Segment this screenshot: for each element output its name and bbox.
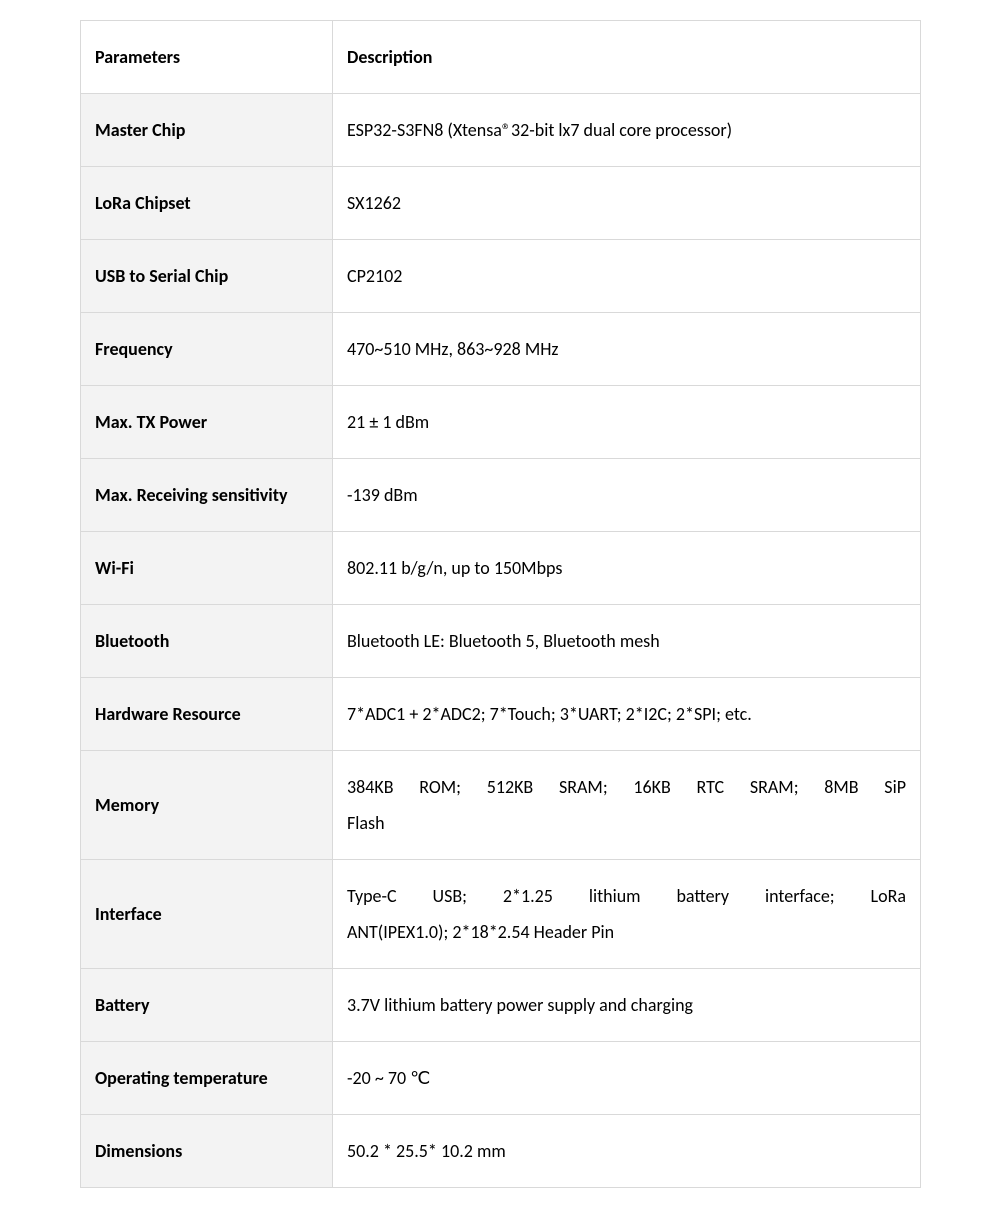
- param-cell: Max. TX Power: [81, 386, 333, 459]
- table-row: USB to Serial ChipCP2102: [81, 240, 921, 313]
- desc-cell: ESP32-S3FN8 (Xtensa®32-bit lx7 dual core…: [333, 94, 921, 167]
- header-description: Description: [333, 21, 921, 94]
- param-cell: Dimensions: [81, 1115, 333, 1188]
- table-row: Operating temperature-20 ~ 70 ℃: [81, 1042, 921, 1115]
- desc-text: 384KB ROM; 512KB SRAM; 16KB RTC SRAM; 8M…: [347, 776, 906, 798]
- param-cell: Memory: [81, 751, 333, 860]
- param-cell: Operating temperature: [81, 1042, 333, 1115]
- desc-cell: -139 dBm: [333, 459, 921, 532]
- desc-cell: -20 ~ 70 ℃: [333, 1042, 921, 1115]
- desc-text-last: ANT(IPEX1.0); 2*18*2.54 Header Pin: [347, 914, 906, 950]
- header-row: Parameters Description: [81, 21, 921, 94]
- param-cell: Battery: [81, 969, 333, 1042]
- desc-cell: 802.11 b/g/n, up to 150Mbps: [333, 532, 921, 605]
- param-cell: Interface: [81, 860, 333, 969]
- table-row: Frequency470~510 MHz, 863~928 MHz: [81, 313, 921, 386]
- table-row: LoRa ChipsetSX1262: [81, 167, 921, 240]
- table-row: Memory 384KB ROM; 512KB SRAM; 16KB RTC SR…: [81, 751, 921, 860]
- desc-cell: Bluetooth LE: Bluetooth 5, Bluetooth mes…: [333, 605, 921, 678]
- spec-table-container: Parameters Description Master ChipESP32-…: [0, 0, 1001, 1208]
- table-row: Interface Type-C USB; 2*1.25 lithium batt…: [81, 860, 921, 969]
- desc-text: Type-C USB; 2*1.25 lithium battery inter…: [347, 885, 906, 907]
- desc-cell: SX1262: [333, 167, 921, 240]
- table-row: Master ChipESP32-S3FN8 (Xtensa®32-bit lx…: [81, 94, 921, 167]
- desc-cell: 470~510 MHz, 863~928 MHz: [333, 313, 921, 386]
- param-cell: Frequency: [81, 313, 333, 386]
- table-row: Battery3.7V lithium battery power supply…: [81, 969, 921, 1042]
- table-row: Max. TX Power21 ± 1 dBm: [81, 386, 921, 459]
- param-cell: USB to Serial Chip: [81, 240, 333, 313]
- desc-cell: Type-C USB; 2*1.25 lithium battery inter…: [333, 860, 921, 969]
- desc-cell: 7*ADC1 + 2*ADC2; 7*Touch; 3*UART; 2*I2C;…: [333, 678, 921, 751]
- table-row: Hardware Resource7*ADC1 + 2*ADC2; 7*Touc…: [81, 678, 921, 751]
- param-cell: Hardware Resource: [81, 678, 333, 751]
- param-cell: Bluetooth: [81, 605, 333, 678]
- param-cell: LoRa Chipset: [81, 167, 333, 240]
- table-row: BluetoothBluetooth LE: Bluetooth 5, Blue…: [81, 605, 921, 678]
- spec-table: Parameters Description Master ChipESP32-…: [80, 20, 921, 1188]
- table-row: Dimensions50.2 * 25.5* 10.2 mm: [81, 1115, 921, 1188]
- desc-cell: 3.7V lithium battery power supply and ch…: [333, 969, 921, 1042]
- param-cell: Wi-Fi: [81, 532, 333, 605]
- desc-cell: 21 ± 1 dBm: [333, 386, 921, 459]
- desc-text-last: Flash: [347, 805, 906, 841]
- header-parameters: Parameters: [81, 21, 333, 94]
- param-cell: Master Chip: [81, 94, 333, 167]
- desc-cell: 384KB ROM; 512KB SRAM; 16KB RTC SRAM; 8M…: [333, 751, 921, 860]
- param-cell: Max. Receiving sensitivity: [81, 459, 333, 532]
- table-row: Max. Receiving sensitivity-139 dBm: [81, 459, 921, 532]
- desc-cell: 50.2 * 25.5* 10.2 mm: [333, 1115, 921, 1188]
- table-row: Wi-Fi802.11 b/g/n, up to 150Mbps: [81, 532, 921, 605]
- desc-cell: CP2102: [333, 240, 921, 313]
